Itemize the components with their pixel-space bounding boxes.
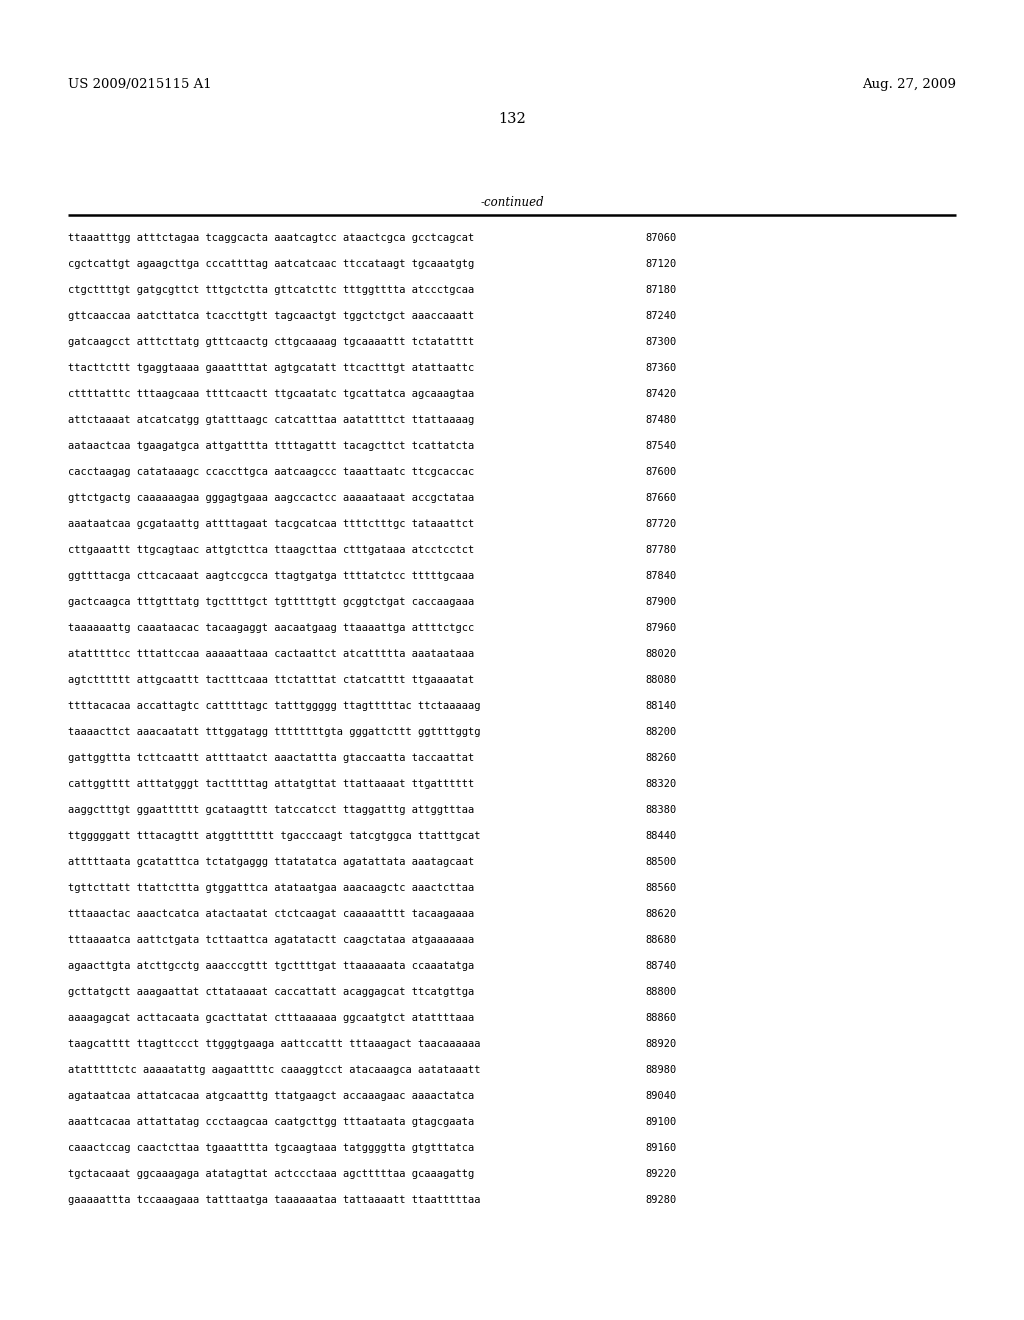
Text: gttcaaccaa aatcttatca tcaccttgtt tagcaactgt tggctctgct aaaccaaatt: gttcaaccaa aatcttatca tcaccttgtt tagcaac… (68, 312, 474, 321)
Text: cttttatttc tttaagcaaa ttttcaactt ttgcaatatc tgcattatca agcaaagtaa: cttttatttc tttaagcaaa ttttcaactt ttgcaat… (68, 389, 474, 399)
Text: 88860: 88860 (645, 1012, 676, 1023)
Text: aaataatcaa gcgataattg attttagaat tacgcatcaa ttttctttgc tataaattct: aaataatcaa gcgataattg attttagaat tacgcat… (68, 519, 474, 529)
Text: gatcaagcct atttcttatg gtttcaactg cttgcaaaag tgcaaaattt tctatatttt: gatcaagcct atttcttatg gtttcaactg cttgcaa… (68, 337, 474, 347)
Text: 88500: 88500 (645, 857, 676, 867)
Text: cgctcattgt agaagcttga cccattttag aatcatcaac ttccataagt tgcaaatgtg: cgctcattgt agaagcttga cccattttag aatcatc… (68, 259, 474, 269)
Text: 87540: 87540 (645, 441, 676, 451)
Text: 88080: 88080 (645, 675, 676, 685)
Text: ttgggggatt tttacagttt atggttttttt tgacccaagt tatcgtggca ttatttgcat: ttgggggatt tttacagttt atggttttttt tgaccc… (68, 832, 480, 841)
Text: 88560: 88560 (645, 883, 676, 894)
Text: ggttttacga cttcacaaat aagtccgcca ttagtgatga ttttatctcc tttttgcaaa: ggttttacga cttcacaaat aagtccgcca ttagtga… (68, 572, 474, 581)
Text: 88440: 88440 (645, 832, 676, 841)
Text: aaaagagcat acttacaata gcacttatat ctttaaaaaa ggcaatgtct atattttaaa: aaaagagcat acttacaata gcacttatat ctttaaa… (68, 1012, 474, 1023)
Text: 87480: 87480 (645, 414, 676, 425)
Text: caaactccag caactcttaa tgaaatttta tgcaagtaaa tatggggtta gtgtttatca: caaactccag caactcttaa tgaaatttta tgcaagt… (68, 1143, 474, 1152)
Text: 87960: 87960 (645, 623, 676, 634)
Text: 87660: 87660 (645, 492, 676, 503)
Text: tttaaaatca aattctgata tcttaattca agatatactt caagctataa atgaaaaaaa: tttaaaatca aattctgata tcttaattca agatata… (68, 935, 474, 945)
Text: gactcaagca tttgtttatg tgcttttgct tgtttttgtt gcggtctgat caccaagaaa: gactcaagca tttgtttatg tgcttttgct tgttttt… (68, 597, 474, 607)
Text: 88260: 88260 (645, 752, 676, 763)
Text: taagcatttt ttagttccct ttgggtgaaga aattccattt tttaaagact taacaaaaaa: taagcatttt ttagttccct ttgggtgaaga aattcc… (68, 1039, 480, 1049)
Text: 88020: 88020 (645, 649, 676, 659)
Text: gcttatgctt aaagaattat cttataaaat caccattatt acaggagcat ttcatgttga: gcttatgctt aaagaattat cttataaaat caccatt… (68, 987, 474, 997)
Text: 88920: 88920 (645, 1039, 676, 1049)
Text: cattggtttt atttatgggt tactttttag attatgttat ttattaaaat ttgatttttt: cattggtttt atttatgggt tactttttag attatgt… (68, 779, 474, 789)
Text: gttctgactg caaaaaagaa gggagtgaaa aagccactcc aaaaataaat accgctataa: gttctgactg caaaaaagaa gggagtgaaa aagccac… (68, 492, 474, 503)
Text: 87900: 87900 (645, 597, 676, 607)
Text: 88980: 88980 (645, 1065, 676, 1074)
Text: agtctttttt attgcaattt tactttcaaa ttctatttat ctatcatttt ttgaaaatat: agtctttttt attgcaattt tactttcaaa ttctatt… (68, 675, 474, 685)
Text: gaaaaattta tccaaagaaa tatttaatga taaaaaataa tattaaaatt ttaatttttaa: gaaaaattta tccaaagaaa tatttaatga taaaaaa… (68, 1195, 480, 1205)
Text: aaattcacaa attattatag ccctaagcaa caatgcttgg tttaataata gtagcgaata: aaattcacaa attattatag ccctaagcaa caatgct… (68, 1117, 474, 1127)
Text: aaggctttgt ggaatttttt gcataagttt tatccatcct ttaggatttg attggtttaa: aaggctttgt ggaatttttt gcataagttt tatccat… (68, 805, 474, 814)
Text: cttgaaattt ttgcagtaac attgtcttca ttaagcttaa ctttgataaa atcctcctct: cttgaaattt ttgcagtaac attgtcttca ttaagct… (68, 545, 474, 554)
Text: 89220: 89220 (645, 1170, 676, 1179)
Text: 87120: 87120 (645, 259, 676, 269)
Text: 88620: 88620 (645, 909, 676, 919)
Text: ttttacacaa accattagtc catttttagc tatttggggg ttagtttttac ttctaaaaag: ttttacacaa accattagtc catttttagc tatttgg… (68, 701, 480, 711)
Text: cacctaagag catataaagc ccaccttgca aatcaagccc taaattaatc ttcgcaccac: cacctaagag catataaagc ccaccttgca aatcaag… (68, 467, 474, 477)
Text: ttacttcttt tgaggtaaaa gaaattttat agtgcatatt ttcactttgt atattaattc: ttacttcttt tgaggtaaaa gaaattttat agtgcat… (68, 363, 474, 374)
Text: 88200: 88200 (645, 727, 676, 737)
Text: -continued: -continued (480, 195, 544, 209)
Text: atatttttcc tttattccaa aaaaattaaa cactaattct atcattttta aaataataaa: atatttttcc tttattccaa aaaaattaaa cactaat… (68, 649, 474, 659)
Text: 87360: 87360 (645, 363, 676, 374)
Text: 88740: 88740 (645, 961, 676, 972)
Text: 87840: 87840 (645, 572, 676, 581)
Text: 89280: 89280 (645, 1195, 676, 1205)
Text: 87720: 87720 (645, 519, 676, 529)
Text: ttaaatttgg atttctagaa tcaggcacta aaatcagtcc ataactcgca gcctcagcat: ttaaatttgg atttctagaa tcaggcacta aaatcag… (68, 234, 474, 243)
Text: ctgcttttgt gatgcgttct tttgctctta gttcatcttc tttggtttta atccctgcaa: ctgcttttgt gatgcgttct tttgctctta gttcatc… (68, 285, 474, 294)
Text: taaaacttct aaacaatatt tttggatagg ttttttttgta gggattcttt ggttttggtg: taaaacttct aaacaatatt tttggatagg ttttttt… (68, 727, 480, 737)
Text: atttttaata gcatatttca tctatgaggg ttatatatca agatattata aaatagcaat: atttttaata gcatatttca tctatgaggg ttatata… (68, 857, 474, 867)
Text: 88680: 88680 (645, 935, 676, 945)
Text: 88800: 88800 (645, 987, 676, 997)
Text: 88320: 88320 (645, 779, 676, 789)
Text: atatttttctc aaaaatattg aagaattttc caaaggtcct atacaaagca aatataaatt: atatttttctc aaaaatattg aagaattttc caaagg… (68, 1065, 480, 1074)
Text: tgttcttatt ttattcttta gtggatttca atataatgaa aaacaagctc aaactcttaa: tgttcttatt ttattcttta gtggatttca atataat… (68, 883, 474, 894)
Text: Aug. 27, 2009: Aug. 27, 2009 (862, 78, 956, 91)
Text: 88380: 88380 (645, 805, 676, 814)
Text: US 2009/0215115 A1: US 2009/0215115 A1 (68, 78, 212, 91)
Text: 87060: 87060 (645, 234, 676, 243)
Text: tgctacaaat ggcaaagaga atatagttat actccctaaa agctttttaa gcaaagattg: tgctacaaat ggcaaagaga atatagttat actccct… (68, 1170, 474, 1179)
Text: 132: 132 (498, 112, 526, 125)
Text: aataactcaa tgaagatgca attgatttta ttttagattt tacagcttct tcattatcta: aataactcaa tgaagatgca attgatttta ttttaga… (68, 441, 474, 451)
Text: tttaaactac aaactcatca atactaatat ctctcaagat caaaaatttt tacaagaaaa: tttaaactac aaactcatca atactaatat ctctcaa… (68, 909, 474, 919)
Text: 87600: 87600 (645, 467, 676, 477)
Text: 87180: 87180 (645, 285, 676, 294)
Text: 87780: 87780 (645, 545, 676, 554)
Text: gattggttta tcttcaattt attttaatct aaactattta gtaccaatta taccaattat: gattggttta tcttcaattt attttaatct aaactat… (68, 752, 474, 763)
Text: taaaaaattg caaataacac tacaagaggt aacaatgaag ttaaaattga attttctgcc: taaaaaattg caaataacac tacaagaggt aacaatg… (68, 623, 474, 634)
Text: 88140: 88140 (645, 701, 676, 711)
Text: 89100: 89100 (645, 1117, 676, 1127)
Text: 89160: 89160 (645, 1143, 676, 1152)
Text: 89040: 89040 (645, 1092, 676, 1101)
Text: 87240: 87240 (645, 312, 676, 321)
Text: 87420: 87420 (645, 389, 676, 399)
Text: 87300: 87300 (645, 337, 676, 347)
Text: agaacttgta atcttgcctg aaacccgttt tgcttttgat ttaaaaaata ccaaatatga: agaacttgta atcttgcctg aaacccgttt tgctttt… (68, 961, 474, 972)
Text: attctaaaat atcatcatgg gtatttaagc catcatttaa aatattttct ttattaaaag: attctaaaat atcatcatgg gtatttaagc catcatt… (68, 414, 474, 425)
Text: agataatcaa attatcacaa atgcaatttg ttatgaagct accaaagaac aaaactatca: agataatcaa attatcacaa atgcaatttg ttatgaa… (68, 1092, 474, 1101)
